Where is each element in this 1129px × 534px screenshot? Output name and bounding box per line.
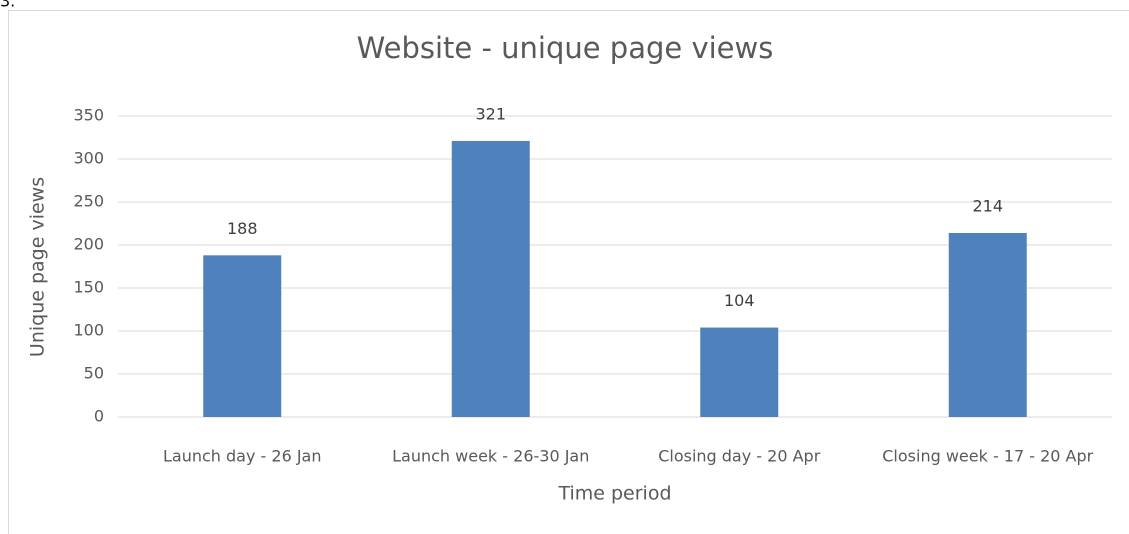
bar [948, 232, 1027, 417]
x-tick-label: Launch day - 26 Jan [163, 447, 322, 466]
x-tick-label: Closing week - 17 - 20 Apr [882, 447, 1093, 466]
data-label: 214 [972, 196, 1003, 215]
bar [700, 327, 779, 417]
bar [203, 255, 282, 417]
y-tick-label: 300 [73, 149, 104, 168]
y-tick-label: 250 [73, 192, 104, 211]
y-tick-label: 350 [73, 106, 104, 125]
y-tick-label: 150 [73, 278, 104, 297]
chart-frame [8, 10, 1129, 534]
heading: 3. [0, 0, 15, 11]
x-tick-label: Launch week - 26-30 Jan [392, 447, 589, 466]
y-axis-label: Unique page views [27, 177, 49, 357]
data-label: 188 [227, 219, 258, 238]
x-tick-label: Closing day - 20 Apr [658, 447, 820, 466]
y-tick-label: 200 [73, 235, 104, 254]
chart-title: Website - unique page views [357, 31, 774, 65]
x-axis-label: Time period [557, 483, 671, 505]
bar [451, 140, 530, 417]
y-tick-label: 100 [73, 321, 104, 340]
y-tick-label: 50 [84, 364, 104, 383]
data-label: 104 [724, 291, 755, 310]
y-tick-label: 0 [94, 407, 104, 426]
data-label: 321 [475, 104, 506, 123]
